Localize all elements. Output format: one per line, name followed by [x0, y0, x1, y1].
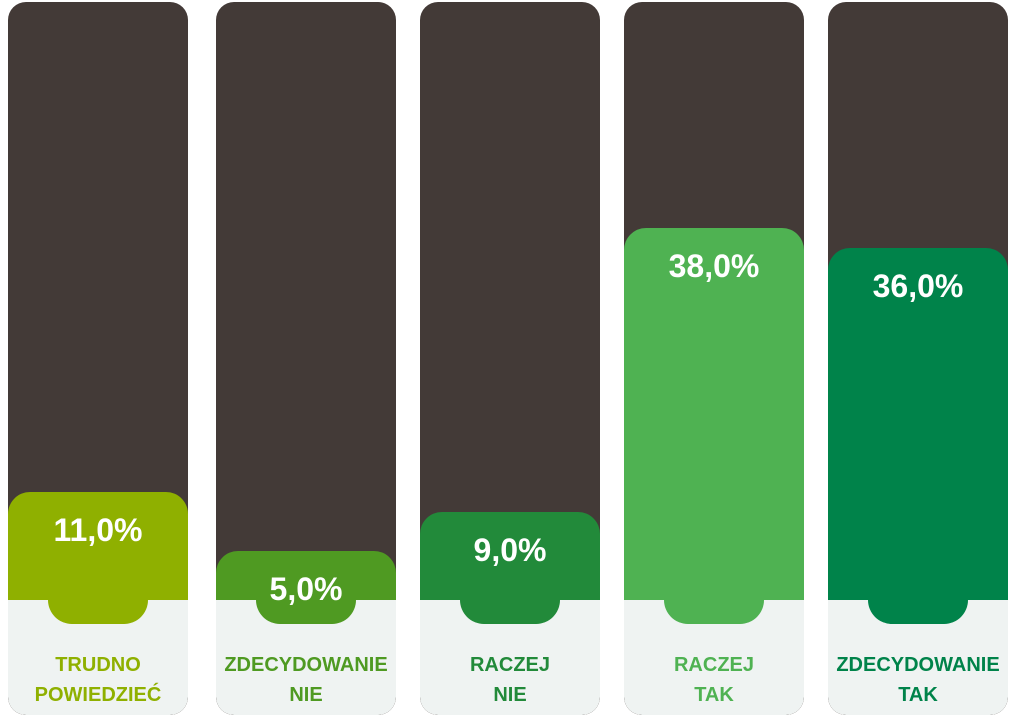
column: 9,0% RACZEJ NIE: [420, 2, 600, 715]
bar: [420, 511, 600, 600]
column: 36,0% ZDECYDOWANIE TAK: [828, 2, 1008, 715]
category-label: RACZEJ NIE: [469, 654, 550, 706]
bar: [8, 492, 188, 600]
category-label: ZDECYDOWANIE NIE: [224, 654, 388, 706]
bar-tab: [256, 600, 356, 624]
bar: [828, 247, 1008, 600]
bar: [624, 228, 804, 600]
bar-tab: [460, 600, 560, 624]
category-label: ZDECYDOWANIE TAK: [836, 654, 1000, 706]
value-label: 5,0%: [269, 571, 343, 608]
bar: [216, 551, 396, 600]
value-label: 11,0%: [53, 512, 143, 549]
value-label: 38,0%: [668, 248, 760, 284]
column: 11,0% TRUDNO POWIEDZIEĆ: [8, 2, 188, 715]
bar-tab: [48, 600, 148, 624]
bar-tab: [664, 600, 764, 624]
category-label: RACZEJ TAK: [673, 654, 754, 706]
column: 38,0% RACZEJ TAK: [624, 2, 804, 715]
category-label: TRUDNO POWIEDZIEĆ: [34, 654, 162, 706]
value-label: 9,0%: [473, 531, 547, 568]
bar-tab: [868, 600, 968, 624]
column: 5,0% ZDECYDOWANIE NIE: [216, 2, 396, 715]
value-label: 36,0%: [872, 267, 964, 304]
